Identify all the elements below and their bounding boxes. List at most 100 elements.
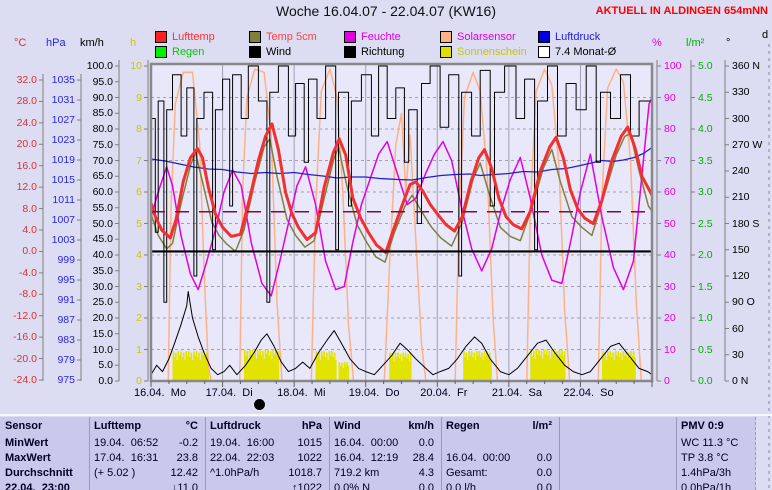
axis-tick-deg: 240 (732, 165, 750, 177)
legend-swatch-icon (155, 31, 167, 43)
table-separator (329, 417, 330, 490)
axis-tick-hpa: 999 (57, 254, 75, 266)
axis-tick-hpa: 995 (57, 274, 75, 286)
axis-tick-lm2: 4.0 (698, 123, 713, 135)
unit-label-hPa: hPa (46, 37, 66, 49)
legend-label: Regen (172, 46, 205, 58)
axis-tick-lm2: 1.0 (698, 312, 713, 324)
axis-tick-c: -4.0 (18, 266, 37, 279)
legend-item-temp-5cm: Temp 5cm (249, 31, 344, 43)
axis-tick-hpa: 1019 (51, 154, 75, 166)
legend-label: Temp 5cm (266, 31, 317, 43)
x-axis-label-19: 19.04. Do (348, 387, 400, 399)
table-row-header: Sensor (5, 420, 43, 432)
axis-tick-lm2: 0.5 (698, 343, 713, 356)
axis-tick-kmh: 65.0 (92, 170, 113, 183)
axis-tick-pct: 30 (664, 280, 676, 293)
axis-tick-c: 8.0 (22, 202, 37, 215)
axis-tick-deg: 270 W (732, 138, 763, 151)
axis-tick-kmh: 30.0 (92, 280, 113, 293)
axis-tick-deg: 120 (732, 270, 750, 282)
legend-swatch-icon (344, 46, 356, 58)
axis-tick-hpa: 1011 (52, 194, 75, 206)
legend-label: Feuchte (361, 31, 401, 43)
axis-tick-lm2: 0.0 (698, 375, 713, 387)
axis-tick-c: 24.0 (16, 116, 37, 129)
table-col-header: Regen (446, 420, 480, 432)
series-luftdruck (150, 146, 653, 181)
legend-item-wind: Wind (249, 46, 344, 58)
table-separator (559, 417, 560, 490)
unit-label-°: ° (726, 37, 731, 49)
axis-tick-deg: 90 O (732, 296, 755, 309)
table-cell: 0.0 l/h (446, 482, 476, 490)
table-cell-value: ↓11.0 (171, 482, 198, 490)
legend-label: Solarsensor (457, 31, 516, 43)
page-title: Woche 16.04.07 - 22.04.07 (KW16) (276, 3, 496, 19)
legend-item-solarsensor: Solarsensor (440, 31, 538, 43)
axis-tick-kmh: 20.0 (92, 312, 113, 324)
x-axis-label-17: 17.04. Di (205, 387, 253, 399)
axis-tick-hpa: 1007 (51, 214, 75, 226)
table-cell-value: 1015 (297, 437, 322, 449)
axis-tick-c: 16.0 (16, 159, 37, 172)
stats-table-background (0, 417, 756, 490)
legend-swatch-icon (538, 31, 550, 43)
axis-tick-kmh: 85.0 (92, 107, 113, 120)
axis-tick-c: -24.0 (13, 374, 37, 386)
axis-tick-pct: 100 (664, 60, 682, 72)
legend-swatch-icon (249, 46, 261, 58)
series-lufttemp (149, 122, 654, 254)
unit-label-%: % (652, 37, 662, 49)
unit-label-°C: °C (14, 37, 27, 49)
axis-tick-hpa: 979 (57, 354, 75, 366)
chart-table-divider (0, 414, 772, 416)
legend-item-feuchte: Feuchte (344, 31, 440, 43)
series-richtung (151, 65, 652, 303)
axis-tick-hpa: 987 (57, 314, 75, 326)
new-moon-icon (253, 398, 267, 411)
legend-swatch-icon (538, 46, 550, 58)
table-row-header: MinWert (5, 437, 49, 449)
axis-tick-hpa: 1015 (51, 174, 75, 186)
x-axis-label-16: 16.04. Mo (134, 387, 186, 399)
legend-swatch-icon (344, 31, 356, 43)
legend-swatch-icon (155, 46, 167, 58)
x-axis-label-22: 22.04. So (563, 387, 614, 399)
axis-tick-lm2: 3.5 (698, 154, 713, 167)
axis-tick-deg: 300 (732, 112, 750, 125)
axis-tick-c: 28.0 (16, 95, 37, 108)
axis-tick-c: -8.0 (18, 288, 37, 301)
table-cell: 19.04. 06:52 (94, 437, 159, 449)
table-col-header: Wind (334, 420, 361, 432)
axis-tick-deg: 180 S (732, 217, 760, 230)
axis-tick-pct: 90 (664, 91, 676, 104)
axis-tick-kmh: 45.0 (92, 233, 113, 246)
table-row-header: Durchschnitt (5, 467, 73, 479)
axis-tick-h: 5 (136, 217, 142, 230)
x-axis-label-20: 20.04. Fr (420, 387, 468, 399)
axis-tick-deg: 30 (732, 348, 744, 361)
axis-tick-pct: 20 (664, 312, 676, 324)
table-separator (441, 417, 442, 490)
table-cell-value: 0.0 (536, 467, 552, 479)
table-col-unit: l/m² (532, 420, 552, 432)
axis-tick-deg: 60 (732, 322, 744, 335)
axis-tick-kmh: 75.0 (92, 138, 113, 151)
axis-tick-c: -12.0 (13, 309, 37, 322)
table-cell: 22.04. 22:03 (210, 452, 275, 464)
axis-tick-hpa: 983 (57, 334, 75, 346)
axis-tick-lm2: 5.0 (698, 60, 713, 72)
legend-swatch-icon (249, 31, 261, 43)
axis-tick-c: 12.0 (16, 181, 37, 194)
legend-item-7-4-monat-: 7.4 Monat-Ø (538, 46, 665, 58)
axis-tick-h: 7 (136, 154, 142, 167)
axis-tick-hpa: 1027 (51, 114, 75, 126)
axis-tick-c: -20.0 (13, 352, 37, 365)
axis-tick-lm2: 2.0 (698, 249, 713, 261)
axis-tick-pct: 50 (664, 217, 676, 230)
table-right-border (755, 417, 756, 490)
axis-tick-c: 20.0 (16, 138, 37, 151)
